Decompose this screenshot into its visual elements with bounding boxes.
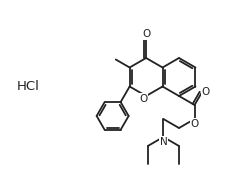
- Text: N: N: [160, 137, 167, 147]
- Text: O: O: [139, 94, 147, 104]
- Text: O: O: [190, 119, 199, 129]
- Text: O: O: [202, 87, 210, 97]
- Text: HCl: HCl: [17, 81, 39, 93]
- Text: O: O: [142, 29, 150, 39]
